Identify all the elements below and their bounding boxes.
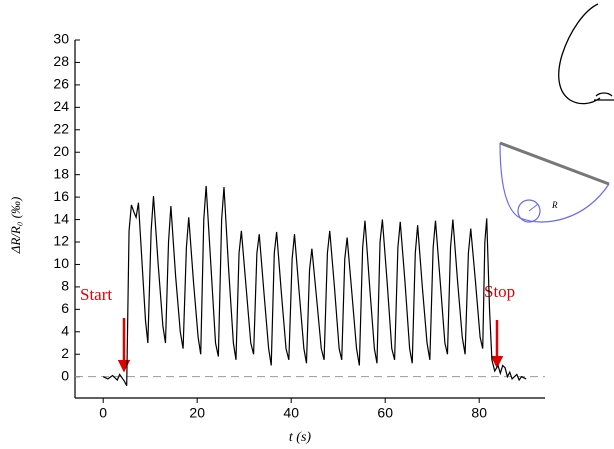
y-tick-label: 26 xyxy=(53,76,69,92)
x-tick-label: 0 xyxy=(99,405,107,421)
y-tick-label: 22 xyxy=(53,120,69,136)
y-tick-label: 10 xyxy=(53,255,69,271)
annotation: Stop xyxy=(484,282,515,301)
bend-circle xyxy=(517,199,541,223)
y-tick-label: 0 xyxy=(61,367,69,383)
y-tick-label: 12 xyxy=(53,233,69,249)
y-tick-label: 14 xyxy=(53,210,69,226)
y-tick-label: 4 xyxy=(61,322,69,338)
sensor-curve xyxy=(499,142,610,223)
x-tick-label: 20 xyxy=(189,405,205,421)
y-tick-label: 6 xyxy=(61,300,69,316)
face-sketch xyxy=(558,3,614,105)
y-tick-label: 20 xyxy=(53,143,69,159)
y-tick-label: 18 xyxy=(53,165,69,181)
y-tick-label: 8 xyxy=(61,278,69,294)
y-tick-label: 24 xyxy=(53,98,69,114)
x-tick-label: 40 xyxy=(283,405,299,421)
y-axis-label: ΔR/R₀ (‰) xyxy=(8,197,23,255)
annotation: Start xyxy=(80,285,112,304)
y-tick-label: 28 xyxy=(53,53,69,69)
x-tick-label: 80 xyxy=(471,405,487,421)
y-tick-label: 16 xyxy=(53,188,69,204)
sensor-bar xyxy=(499,141,610,186)
data-line xyxy=(102,185,527,386)
y-tick-label: 2 xyxy=(61,345,69,361)
radius-arrow xyxy=(528,203,539,212)
inset-label: R xyxy=(551,200,558,210)
y-tick-label: 30 xyxy=(53,31,69,47)
x-axis-label: t (s) xyxy=(289,430,312,445)
x-tick-label: 60 xyxy=(377,405,393,421)
